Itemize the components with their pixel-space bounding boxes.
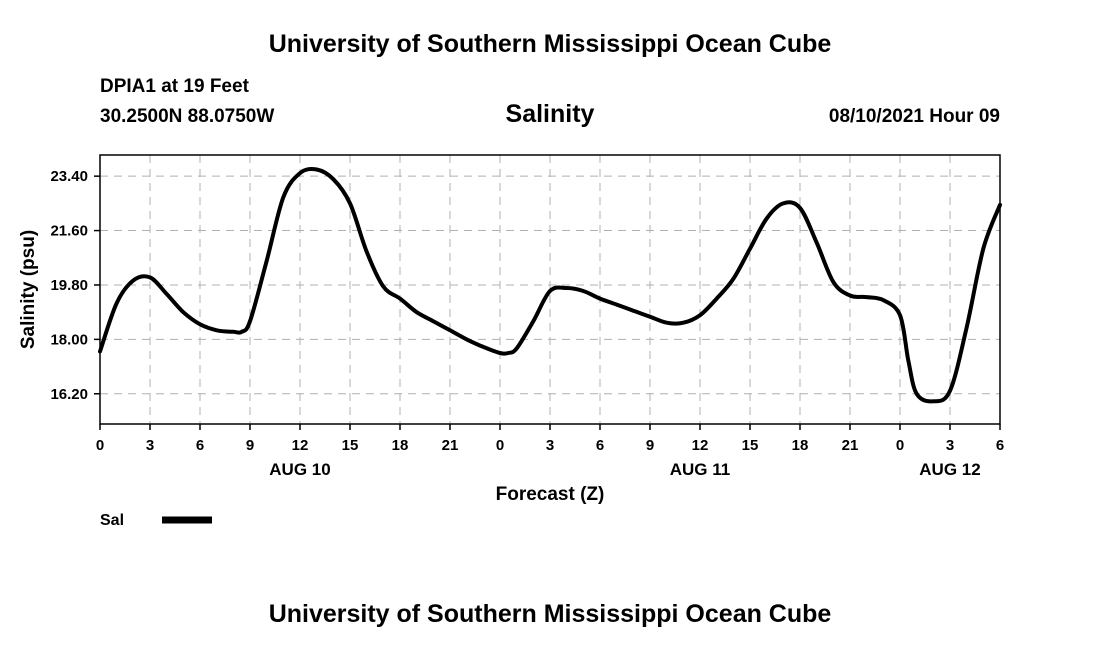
x-tick-label: 3	[146, 437, 154, 454]
y-tick-label: 16.20	[50, 386, 88, 403]
y-tick-label: 18.00	[50, 331, 88, 348]
top-title: University of Southern Mississippi Ocean…	[268, 30, 832, 58]
x-tick-label: 18	[392, 437, 409, 454]
x-tick-label: 21	[442, 437, 459, 454]
x-tick-label: 12	[692, 437, 709, 454]
x-tick-label: 6	[596, 437, 604, 454]
bottom-title: University of Southern Mississippi Ocean…	[268, 600, 832, 628]
x-tick-label: 12	[292, 437, 309, 454]
x-tick-label: 18	[792, 437, 809, 454]
date-label: AUG 12	[919, 460, 980, 479]
timestamp-label: 08/10/2021 Hour 09	[828, 106, 1000, 127]
y-tick-label: 21.60	[50, 223, 88, 240]
date-label: AUG 11	[670, 460, 730, 479]
x-tick-label: 9	[646, 437, 654, 454]
axis-ticks: 0 3 6 9 12 15 18 21 0 3 6 9 12 15 18 21 0 3 6 16.20 18.00 19.…	[50, 168, 1004, 479]
coordinates-label: 30.2500N 88.0750W	[100, 106, 275, 127]
x-axis-label: Forecast (Z)	[496, 484, 605, 505]
y-tick-label: 19.80	[50, 277, 88, 294]
salinity-series-line	[98, 166, 1002, 404]
y-tick-label: 23.40	[50, 168, 88, 185]
x-tick-label: 0	[896, 437, 904, 454]
x-tick-label: 3	[946, 437, 954, 454]
date-label: AUG 10	[269, 460, 330, 479]
x-tick-label: 9	[246, 437, 254, 454]
x-tick-label: 15	[342, 437, 359, 454]
x-tick-label: 15	[742, 437, 759, 454]
y-axis-label: Salinity (psu)	[18, 230, 39, 349]
x-tick-label: 0	[96, 437, 104, 454]
station-label: DPIA1 at 19 Feet	[100, 76, 249, 97]
x-tick-label: 0	[496, 437, 504, 454]
x-tick-label: 6	[996, 437, 1004, 454]
x-tick-label: 6	[196, 437, 204, 454]
x-tick-label: 21	[842, 437, 859, 454]
chart-title: Salinity	[505, 100, 595, 128]
legend-label: Sal	[100, 512, 124, 529]
x-tick-label: 3	[546, 437, 554, 454]
